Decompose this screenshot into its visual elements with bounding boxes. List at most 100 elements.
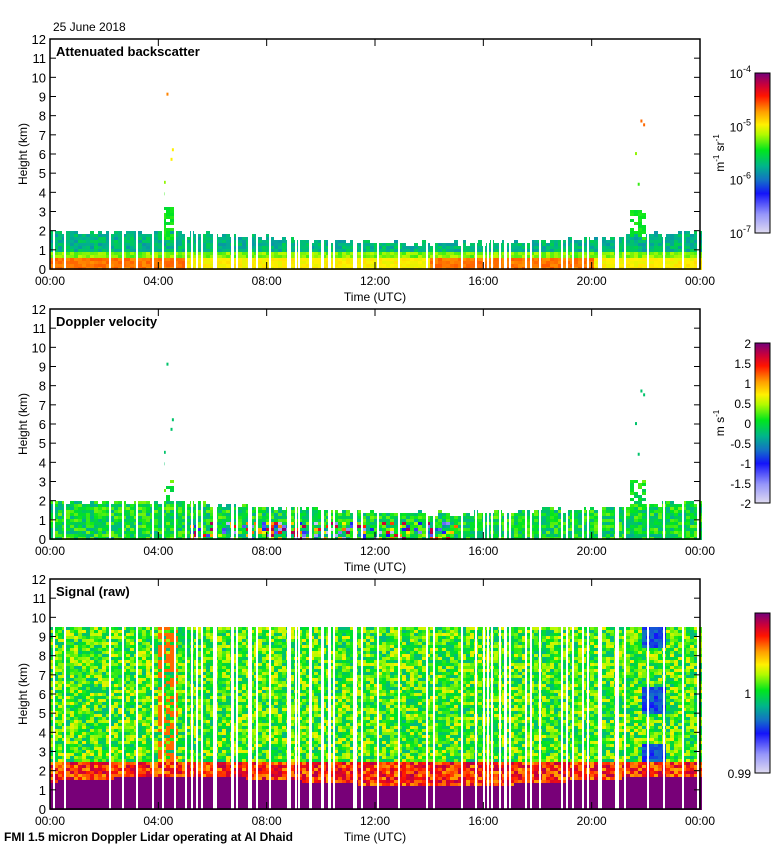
y-tick-label: 5	[39, 706, 46, 721]
data-gap	[289, 309, 291, 539]
y-tick-label: 6	[39, 417, 46, 432]
plume-point	[638, 453, 640, 456]
plume-point	[172, 418, 174, 421]
data-gap	[572, 39, 574, 269]
data-gap	[333, 309, 335, 539]
data-gap	[491, 39, 493, 269]
x-tick-label: 04:00	[143, 544, 173, 558]
data-gap	[539, 579, 541, 809]
data-gap	[426, 39, 428, 269]
data-gap	[64, 39, 66, 269]
colorbar-tick-label: 0.99	[728, 767, 752, 781]
data-gap	[256, 309, 258, 539]
data-gap	[475, 309, 477, 539]
data-gap	[310, 309, 312, 539]
data-gap	[136, 309, 138, 539]
data-gap	[287, 39, 289, 269]
colorbar-label: m s-1	[712, 409, 727, 436]
colorbar-tick-label: 10-5	[730, 117, 751, 134]
y-tick-label: 7	[39, 398, 46, 413]
data-gap	[525, 309, 527, 539]
plume-point	[635, 152, 637, 155]
y-tick-label: 12	[32, 302, 46, 317]
data-gap	[377, 309, 379, 539]
data-gap	[615, 579, 617, 809]
data-gap	[475, 39, 477, 269]
data-gap	[298, 39, 300, 269]
x-tick-label: 20:00	[577, 544, 607, 558]
y-tick-label: 6	[39, 147, 46, 162]
colorbar: 10-710-610-510-4m-1 sr-1	[712, 64, 770, 241]
data-gap	[530, 309, 532, 539]
data-gap	[525, 579, 527, 809]
x-tick-label: 20:00	[577, 814, 607, 828]
y-tick-label: 10	[32, 340, 46, 355]
x-tick-label: 04:00	[143, 814, 173, 828]
data-gap	[561, 579, 563, 809]
data-gap	[248, 579, 250, 809]
plume-point	[171, 428, 173, 431]
data-gap	[663, 309, 665, 539]
data-gap	[682, 579, 684, 809]
y-tick-label: 5	[39, 166, 46, 181]
y-tick-label: 3	[39, 475, 46, 490]
y-tick-label: 1	[39, 243, 46, 258]
y-tick-label: 12	[32, 32, 46, 47]
data-gap	[250, 579, 252, 809]
data-gap	[329, 39, 331, 269]
data-gap	[213, 309, 215, 539]
data-gap	[504, 39, 506, 269]
data-gap	[213, 39, 215, 269]
data-gap	[566, 579, 568, 809]
y-tick-label: 4	[39, 455, 46, 470]
data-gap	[321, 39, 323, 269]
data-gap	[174, 579, 176, 809]
y-tick-label: 7	[39, 128, 46, 143]
data-gap	[682, 39, 684, 269]
data-gap	[361, 39, 363, 269]
data-gap	[598, 579, 600, 809]
y-tick-label: 9	[39, 360, 46, 375]
data-gap	[109, 579, 111, 809]
data-gap	[499, 579, 501, 809]
data-gap	[539, 309, 541, 539]
x-axis-label: Time (UTC)	[344, 830, 406, 844]
data-gap	[361, 309, 363, 539]
data-gap	[582, 39, 584, 269]
plume-point	[172, 148, 174, 151]
data-gap	[310, 579, 312, 809]
y-tick-label: 12	[32, 572, 46, 587]
data-gap	[600, 39, 602, 269]
data-gap	[250, 309, 252, 539]
data-gap	[499, 39, 501, 269]
data-gap	[617, 39, 619, 269]
data-gap	[587, 309, 589, 539]
data-gap	[483, 39, 485, 269]
data-gap	[504, 579, 506, 809]
colorbar-tick-label: 0	[744, 417, 751, 431]
colorbar-tick-label: 10-6	[730, 171, 751, 188]
data-gap	[398, 309, 400, 539]
y-tick-label: 6	[39, 687, 46, 702]
x-tick-label: 00:00	[35, 544, 65, 558]
data-gap	[572, 579, 574, 809]
colorbar-tick-label: -2	[740, 497, 751, 511]
data-gap	[509, 579, 511, 809]
data-gap	[530, 39, 532, 269]
data-gap	[321, 579, 323, 809]
y-tick-label: 1	[39, 783, 46, 798]
x-tick-label: 08:00	[252, 274, 282, 288]
data-gap	[321, 309, 323, 539]
data-gap	[566, 39, 568, 269]
data-gap	[136, 579, 138, 809]
colorbar-tick-label: 10-4	[730, 64, 751, 81]
data-gap	[353, 579, 355, 809]
data-gap	[256, 579, 258, 809]
data-gap	[491, 309, 493, 539]
plume-point	[166, 363, 168, 366]
data-gap	[289, 39, 291, 269]
x-tick-label: 00:00	[685, 274, 715, 288]
plume-point	[171, 158, 173, 161]
data-gap	[587, 39, 589, 269]
plume-point	[164, 181, 166, 184]
